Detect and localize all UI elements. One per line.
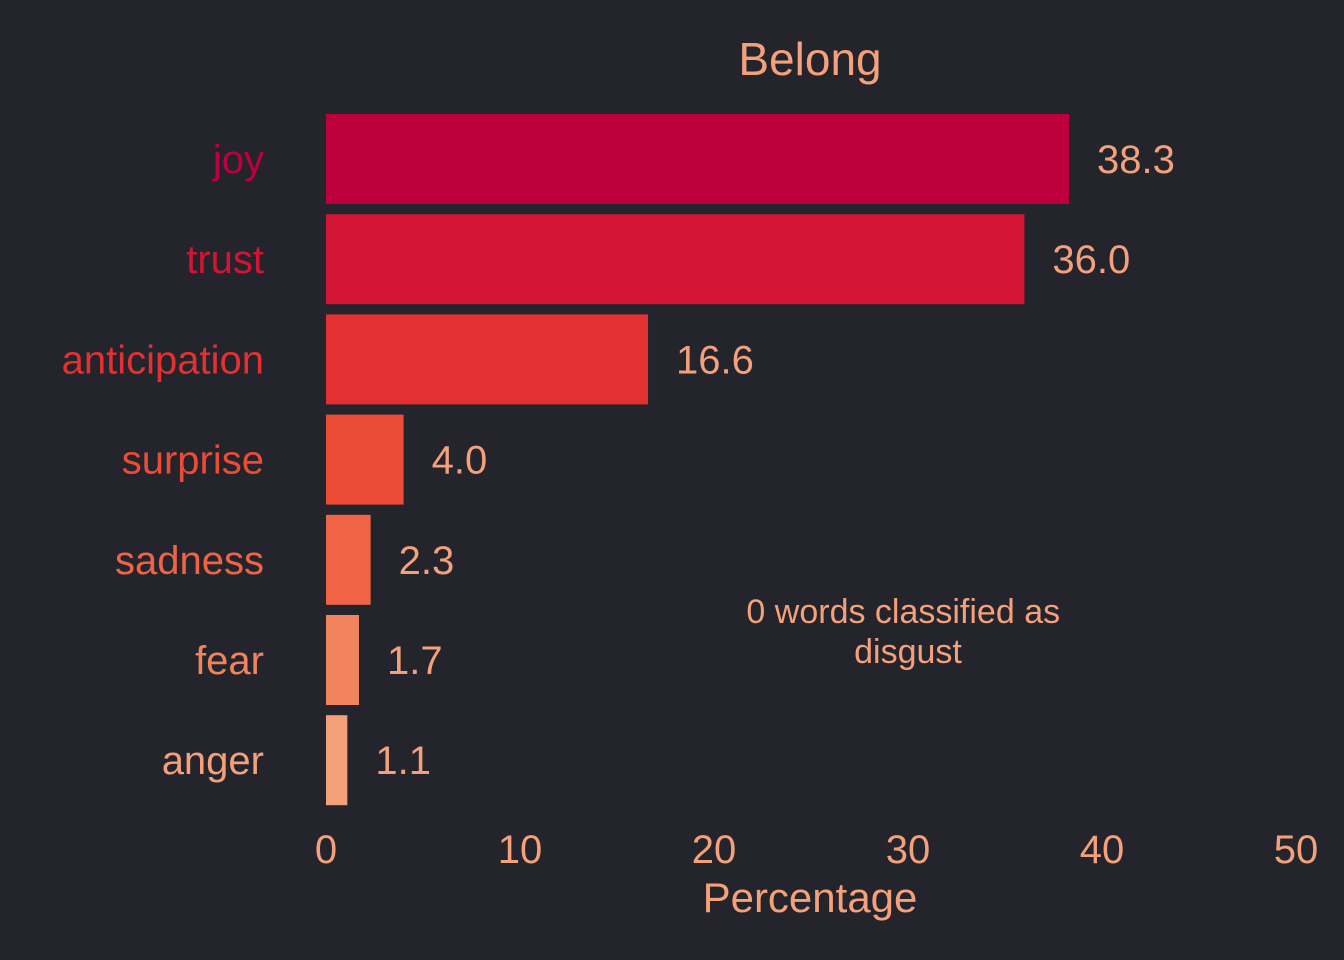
bar-fear bbox=[326, 615, 359, 705]
bar-sadness bbox=[326, 514, 371, 605]
x-tick-30: 30 bbox=[886, 828, 931, 872]
bar-joy bbox=[326, 114, 1070, 204]
x-tick-labels: 0 10 20 30 40 50 bbox=[315, 828, 1318, 872]
x-tick-20: 20 bbox=[692, 828, 737, 872]
value-label-fear: 1.7 bbox=[387, 639, 443, 683]
x-tick-0: 0 bbox=[315, 828, 337, 872]
value-label-anger: 1.1 bbox=[375, 739, 431, 783]
bar-anger bbox=[326, 715, 348, 806]
x-axis-label: Percentage bbox=[703, 874, 918, 921]
category-label-anger: anger bbox=[162, 739, 264, 783]
value-label-sadness: 2.3 bbox=[399, 539, 455, 583]
bar-anticipation bbox=[326, 314, 649, 405]
chart-title: Belong bbox=[738, 33, 881, 85]
category-label-sadness: sadness bbox=[115, 539, 264, 583]
annotation-line-1: 0 words classified as bbox=[746, 593, 1060, 631]
category-label-trust: trust bbox=[186, 238, 264, 282]
value-label-anticipation: 16.6 bbox=[676, 338, 754, 382]
x-tick-10: 10 bbox=[498, 828, 543, 872]
category-label-joy: joy bbox=[212, 138, 264, 182]
category-label-surprise: surprise bbox=[122, 439, 264, 483]
chart-annotation: 0 words classified as disgust bbox=[746, 593, 1069, 671]
value-label-surprise: 4.0 bbox=[432, 439, 488, 483]
category-labels: joy trust anticipation surprise sadness fear a… bbox=[62, 138, 264, 783]
category-label-fear: fear bbox=[195, 639, 264, 683]
bar-surprise bbox=[326, 414, 404, 505]
value-label-joy: 38.3 bbox=[1097, 138, 1175, 182]
category-label-anticipation: anticipation bbox=[62, 338, 264, 382]
bar-trust bbox=[326, 214, 1025, 305]
annotation-line-2: disgust bbox=[854, 633, 962, 671]
value-label-trust: 36.0 bbox=[1052, 238, 1130, 282]
x-tick-50: 50 bbox=[1274, 828, 1319, 872]
bars-group bbox=[326, 114, 1070, 806]
value-labels: 38.3 36.0 16.6 4.0 2.3 1.7 1.1 bbox=[375, 138, 1175, 783]
x-tick-40: 40 bbox=[1080, 828, 1125, 872]
